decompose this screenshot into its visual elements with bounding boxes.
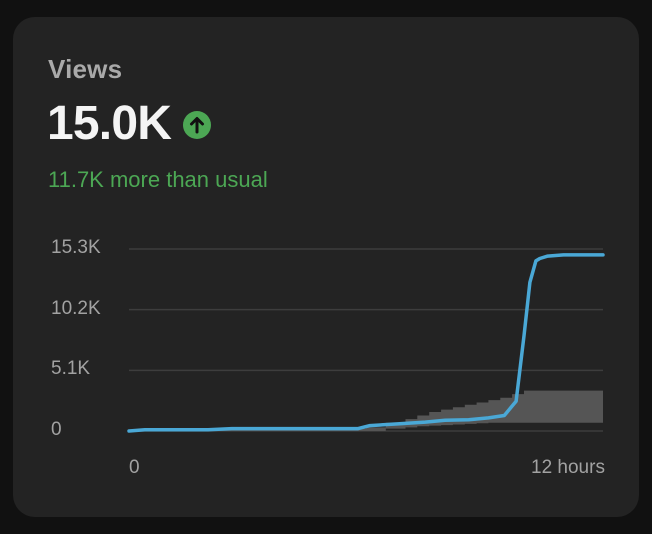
- y-tick-label: 10.2K: [51, 297, 101, 319]
- comparison-text: 11.7K more than usual: [48, 167, 268, 192]
- typical-range-area: [129, 390, 603, 431]
- y-tick-label: 0: [51, 419, 62, 440]
- typical-range-band: [129, 390, 603, 431]
- views-value: 15.0K: [47, 97, 172, 150]
- x-tick-label: 0: [129, 457, 140, 478]
- x-tick-label: 12 hours: [531, 457, 605, 478]
- views-chart: [127, 248, 605, 433]
- value-row: 15.0K: [47, 97, 212, 151]
- card-title: Views: [48, 54, 123, 84]
- views-line: [127, 253, 605, 433]
- y-tick-label: 5.1K: [51, 358, 91, 380]
- arrow-up-circle-icon: [183, 111, 212, 139]
- views-card[interactable]: Views 15.0K 11.7K more than usual 0 5.1K 1…: [13, 17, 639, 517]
- views-line-series: [127, 253, 605, 433]
- y-tick-label: 15.3K: [51, 237, 101, 258]
